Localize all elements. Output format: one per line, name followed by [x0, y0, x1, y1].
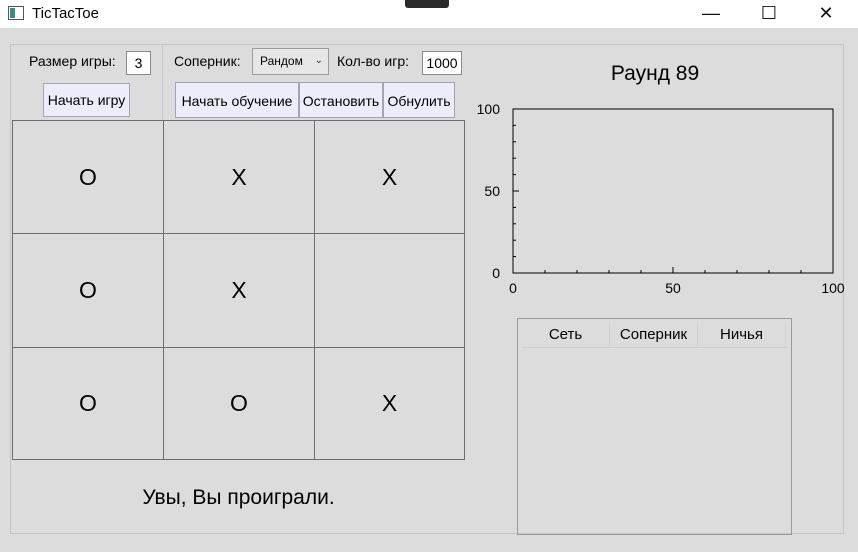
stop-button[interactable]: Остановить [299, 82, 383, 118]
board-cell[interactable]: X [314, 120, 465, 234]
games-count-label: Кол-во игр: [337, 53, 410, 69]
y-tick-label: 50 [484, 183, 500, 199]
maximize-button[interactable]: ☐ [760, 3, 778, 23]
board-cell[interactable]: X [163, 120, 315, 234]
board-cell[interactable]: X [314, 347, 465, 460]
board-cell[interactable] [314, 233, 465, 348]
minimize-button[interactable]: — [702, 3, 720, 23]
board-cell[interactable]: O [12, 233, 164, 348]
game-size-input[interactable]: 3 [126, 51, 151, 75]
y-tick-label: 0 [492, 265, 500, 281]
opponent-select[interactable]: Рандом ⌄ [252, 48, 329, 75]
camera-notch [405, 0, 449, 8]
board-cell[interactable]: O [12, 120, 164, 234]
chart-plot-area [512, 108, 834, 274]
board-cell[interactable]: O [163, 347, 315, 460]
window-title: TicTacToe [32, 5, 99, 22]
game-result-text: Увы, Вы проиграли. [142, 486, 335, 509]
x-tick-label: 0 [509, 280, 517, 296]
game-board: O X X O X O O X [12, 120, 465, 460]
app-icon [8, 6, 24, 20]
chart-ticks [512, 108, 834, 274]
opponent-label: Соперник: [174, 53, 241, 69]
reset-button[interactable]: Обнулить [383, 82, 455, 118]
column-header-network[interactable]: Сеть [522, 323, 610, 347]
content-frame [10, 44, 844, 534]
close-button[interactable]: ✕ [818, 3, 834, 23]
chevron-down-icon: ⌄ [314, 55, 323, 66]
x-tick-label: 100 [821, 280, 845, 296]
games-count-input[interactable]: 1000 [422, 51, 462, 75]
start-game-button[interactable]: Начать игру [43, 83, 130, 117]
y-tick-label: 100 [477, 101, 501, 117]
x-tick-label: 50 [665, 280, 681, 296]
column-header-opponent[interactable]: Соперник [610, 323, 698, 347]
start-training-button[interactable]: Начать обучение [175, 82, 299, 118]
board-cell[interactable]: O [12, 347, 164, 460]
opponent-select-value: Рандом [260, 54, 303, 68]
round-counter: Раунд 89 [610, 62, 700, 85]
chart-tick-labels: 0 50 100 0 50 100 [477, 101, 845, 296]
column-header-draw[interactable]: Ничья [698, 323, 786, 347]
table-header-divider [522, 347, 788, 348]
game-size-label: Размер игры: [29, 53, 116, 69]
results-table[interactable]: Сеть Соперник Ничья [517, 318, 792, 535]
toolbar-separator [162, 44, 163, 120]
results-chart: 0 50 100 0 50 100 [477, 101, 845, 296]
title-bar: TicTacToe — ☐ ✕ [0, 0, 858, 28]
board-cell[interactable]: X [163, 233, 315, 348]
